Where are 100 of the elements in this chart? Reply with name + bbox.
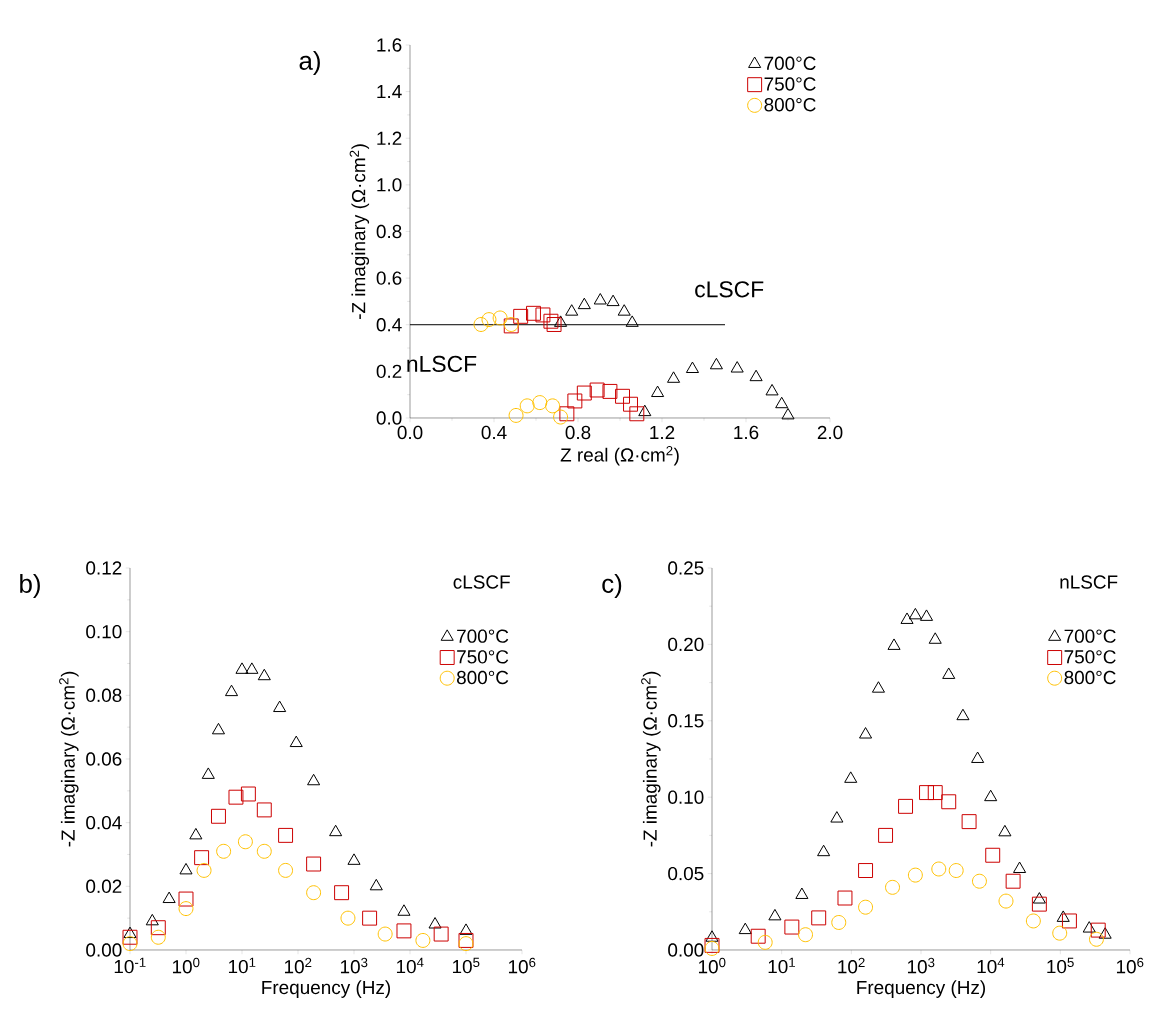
- legend-label: 800°C: [1064, 670, 1116, 685]
- y-tick-label: 1.6: [377, 38, 402, 52]
- legend-label: 750°C: [1064, 650, 1116, 664]
- x-tick-label: 10$^{3}$: [340, 957, 368, 974]
- point: [781, 407, 795, 420]
- point: [765, 383, 779, 396]
- x-axis-title: Frequency (Hz): [857, 980, 986, 998]
- point: [651, 385, 665, 398]
- point: [508, 407, 524, 423]
- point: [638, 404, 652, 417]
- y-tick-label: 1.4: [377, 85, 402, 99]
- point: [749, 369, 763, 382]
- x-axis-title: Frequency (Hz): [262, 980, 391, 998]
- x-tick-label: 10$^{5}$: [452, 957, 480, 974]
- x-tick-label: 1.2: [650, 425, 675, 439]
- x-tick-label: 10$^{2}$: [838, 957, 865, 974]
- point: [589, 382, 605, 398]
- point: [546, 317, 562, 332]
- y-tick-label: 0.10: [86, 624, 122, 639]
- point: [625, 315, 639, 327]
- point: [543, 313, 559, 329]
- point: [775, 396, 789, 409]
- legend-label: 750°C: [457, 650, 509, 664]
- x-tick-label: 10$^{5}$: [1047, 957, 1074, 974]
- y-tick-label: 0.12: [86, 561, 122, 575]
- y-tick-label: 0.15: [668, 714, 704, 728]
- y-axis-title: -Z imaginary (Ω·cm$^{2}$): [349, 144, 370, 319]
- y-tick-label: 0.4: [376, 318, 402, 332]
- point: [519, 398, 535, 414]
- point: [623, 396, 638, 412]
- text: c): [602, 573, 622, 599]
- legend-label: 800°C: [456, 670, 509, 685]
- legend-label: 800°C: [764, 98, 816, 112]
- x-tick-label: 10$^{4}$: [977, 957, 1005, 974]
- y-tick-label: 0.25: [668, 561, 704, 575]
- x-axis-title: Z real (Ω·cm$^{2}$): [560, 446, 679, 466]
- point: [554, 315, 568, 327]
- legend-label: 700°C: [1064, 629, 1116, 643]
- x-tick-label: 0.4: [481, 425, 507, 440]
- point: [629, 406, 645, 422]
- point: [577, 297, 591, 310]
- point: [685, 361, 699, 374]
- x-tick-label: 10$^{6}$: [1116, 957, 1144, 974]
- point: [615, 388, 630, 404]
- point: [532, 395, 548, 411]
- legend-label: 700°C: [457, 629, 509, 643]
- y-tick-label: 1.0: [377, 178, 402, 192]
- point: [730, 361, 744, 373]
- y-tick-label: 0.20: [668, 637, 704, 652]
- x-tick-label: 2.0: [817, 425, 843, 440]
- annotation: nLSCF: [407, 355, 477, 372]
- point: [617, 304, 631, 316]
- x-tick-label: 10$^{1}$: [768, 957, 795, 974]
- point: [473, 317, 489, 332]
- point: [567, 393, 583, 409]
- y-tick-label: 0.04: [86, 815, 122, 830]
- y-tick-label: 0.8: [376, 224, 402, 239]
- point: [526, 305, 541, 321]
- x-tick-label: 10$^{0}$: [698, 957, 726, 974]
- x-tick-label: 0.8: [565, 425, 591, 440]
- point: [565, 304, 579, 316]
- y-tick-label: 0.0: [376, 411, 402, 425]
- y-tick-label: 0.05: [668, 866, 704, 881]
- point: [576, 385, 592, 401]
- point: [709, 357, 723, 370]
- point: [667, 371, 681, 383]
- x-tick-label: 10$^{0}$: [172, 957, 200, 974]
- y-tick-label: 0.00: [86, 943, 122, 957]
- y-tick-label: 0.2: [376, 364, 402, 379]
- x-tick-label: 10$^{6}$: [508, 957, 536, 974]
- y-tick-label: 0.06: [86, 752, 122, 766]
- x-tick-label: 1.6: [734, 425, 759, 440]
- x-tick-label: 10$^{1}$: [228, 957, 256, 974]
- annotation: nLSCF: [1060, 575, 1118, 589]
- y-tick-label: 0.00: [668, 943, 704, 957]
- point: [553, 409, 569, 425]
- annotation: cLSCF: [695, 281, 764, 298]
- x-tick-label: 10$^{4}$: [396, 957, 424, 974]
- point: [593, 293, 607, 305]
- y-tick-label: 0.10: [668, 790, 704, 804]
- point: [481, 312, 497, 328]
- text: a): [299, 50, 320, 76]
- y-tick-label: 0.08: [86, 688, 122, 703]
- x-tick-label: 10$^{-1}$: [114, 957, 146, 974]
- point: [545, 398, 561, 414]
- y-axis-title: -Z imaginary (Ω·cm$^{2}$): [641, 671, 661, 847]
- point: [513, 308, 529, 324]
- y-tick-label: 1.2: [377, 131, 402, 145]
- y-tick-label: 0.6: [376, 271, 402, 285]
- x-tick-label: 10$^{2}$: [284, 957, 312, 974]
- legend-label: 700°C: [764, 56, 816, 71]
- point: [602, 383, 618, 399]
- point: [559, 406, 575, 422]
- annotation: cLSCF: [453, 575, 510, 589]
- x-tick-label: 10$^{3}$: [907, 957, 935, 974]
- text: b): [20, 573, 40, 599]
- legend-label: 750°C: [764, 77, 816, 91]
- point: [606, 294, 620, 307]
- y-tick-label: 0.02: [86, 879, 122, 894]
- point: [535, 307, 551, 323]
